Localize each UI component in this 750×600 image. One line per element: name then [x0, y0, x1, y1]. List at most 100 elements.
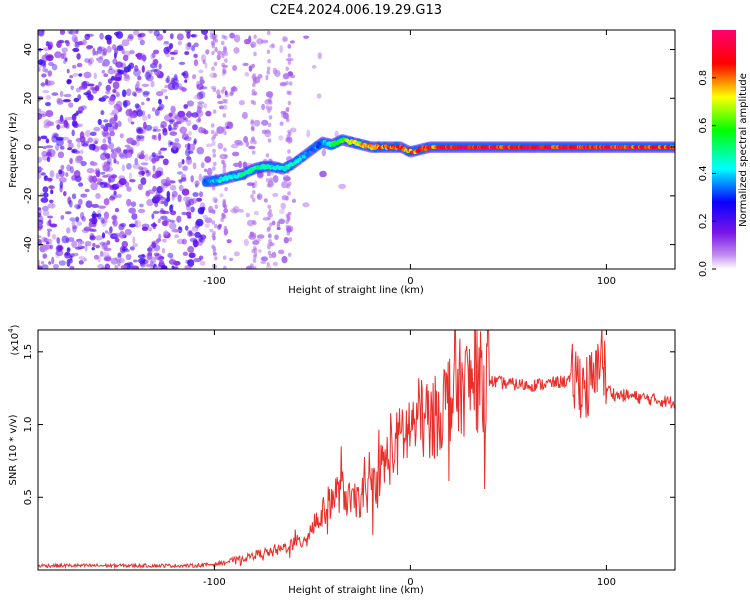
noise-streak	[285, 196, 289, 201]
noise-speckle	[104, 263, 110, 269]
noise-streak	[266, 70, 271, 75]
noise-speckle	[117, 252, 122, 258]
noise-speckle	[144, 153, 149, 162]
noise-speckle	[130, 121, 135, 125]
noise-speckle	[65, 237, 70, 243]
noise-speckle	[198, 126, 204, 134]
noise-speckle	[78, 256, 86, 260]
noise-streak	[266, 129, 270, 134]
noise-streak	[253, 91, 258, 96]
noise-speckle	[46, 156, 51, 163]
noise-speckle	[317, 52, 322, 60]
noise-speckle	[178, 184, 184, 192]
noise-speckle	[76, 53, 81, 60]
noise-speckle	[285, 58, 294, 62]
noise-streak	[287, 44, 291, 49]
noise-speckle	[292, 198, 296, 203]
noise-streak	[287, 100, 292, 106]
noise-streak	[224, 154, 228, 159]
noise-speckle	[188, 252, 196, 259]
noise-streak	[285, 66, 290, 72]
noise-speckle	[152, 186, 158, 192]
noise-speckle	[112, 44, 117, 51]
noise-speckle	[303, 35, 310, 39]
noise-speckle	[225, 125, 230, 130]
noise-speckle	[103, 126, 109, 132]
noise-speckle	[95, 193, 101, 199]
noise-speckle	[118, 153, 125, 158]
noise-speckle	[81, 228, 90, 234]
snr-y-scale: (x104)	[7, 324, 21, 355]
noise-speckle	[83, 226, 92, 232]
noise-speckle	[91, 247, 95, 251]
noise-speckle	[146, 75, 154, 82]
noise-speckle	[83, 92, 91, 96]
noise-speckle	[80, 149, 84, 155]
noise-speckle	[141, 54, 147, 62]
y-tick-label: 0	[23, 144, 34, 150]
noise-streak	[267, 226, 272, 231]
noise-speckle	[127, 33, 134, 40]
noise-streak	[285, 224, 290, 230]
noise-streak	[222, 126, 226, 131]
noise-speckle	[138, 208, 146, 214]
noise-speckle	[242, 161, 248, 169]
noise-speckle	[164, 85, 168, 89]
noise-speckle	[103, 256, 112, 262]
noise-speckle	[192, 140, 197, 146]
noise-speckle	[41, 236, 48, 243]
noise-speckle	[110, 151, 117, 160]
noise-speckle	[169, 222, 177, 230]
noise-speckle	[131, 213, 138, 220]
noise-speckle	[68, 102, 74, 108]
colorbar-tick-label: 0.8	[698, 70, 709, 86]
noise-speckle	[182, 70, 189, 79]
noise-speckle	[112, 81, 120, 90]
noise-speckle	[203, 103, 208, 109]
noise-speckle	[181, 173, 187, 181]
noise-speckle	[71, 219, 76, 228]
noise-speckle	[137, 128, 142, 133]
noise-streak	[224, 51, 228, 56]
noise-speckle	[108, 142, 115, 150]
noise-speckle	[71, 129, 75, 137]
noise-speckle	[173, 74, 178, 81]
noise-streak	[266, 183, 271, 188]
noise-speckle	[238, 208, 244, 213]
noise-speckle	[113, 232, 120, 239]
noise-speckle	[248, 145, 256, 150]
noise-speckle	[105, 153, 111, 159]
noise-streak	[252, 232, 257, 238]
noise-streak	[267, 122, 272, 128]
noise-speckle	[83, 258, 87, 262]
noise-speckle	[151, 152, 156, 158]
noise-speckle	[40, 261, 45, 265]
noise-speckle	[45, 151, 52, 157]
noise-speckle	[101, 51, 107, 57]
noise-speckle	[45, 241, 50, 245]
noise-speckle	[137, 52, 146, 61]
noise-streak	[250, 194, 254, 199]
noise-speckle	[173, 266, 179, 269]
noise-streak	[267, 215, 271, 221]
noise-speckle	[126, 88, 132, 97]
noise-streak	[214, 204, 219, 209]
noise-speckle	[176, 33, 184, 41]
noise-speckle	[190, 206, 195, 213]
noise-speckle	[128, 62, 135, 69]
noise-streak	[269, 222, 273, 227]
noise-speckle	[206, 167, 213, 176]
noise-speckle	[192, 124, 198, 131]
noise-speckle	[137, 75, 142, 81]
noise-streak	[287, 252, 292, 257]
noise-speckle	[159, 266, 168, 269]
noise-speckle	[253, 210, 259, 216]
noise-speckle	[103, 119, 109, 123]
noise-speckle	[184, 79, 188, 83]
noise-streak	[267, 171, 271, 177]
trace-core	[248, 170, 253, 174]
noise-speckle	[138, 166, 144, 171]
noise-speckle	[169, 33, 174, 40]
noise-speckle	[63, 120, 68, 128]
noise-speckle	[94, 140, 98, 144]
